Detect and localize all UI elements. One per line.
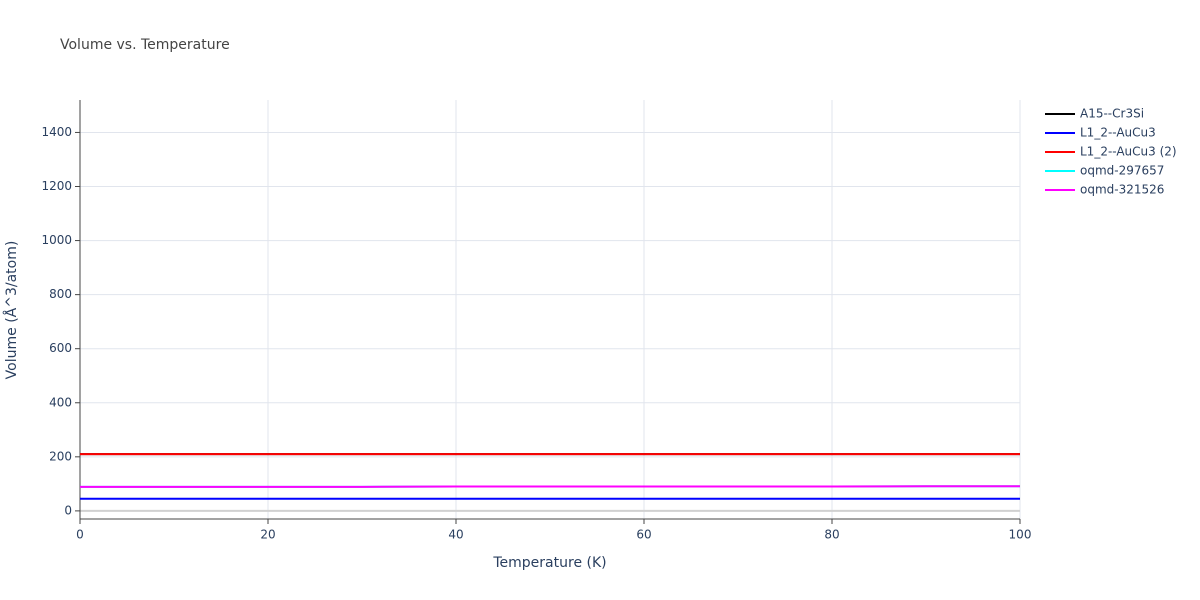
legend-label: L1_2--AuCu3	[1080, 126, 1156, 140]
y-tick-label: 200	[49, 449, 72, 463]
x-tick-label: 20	[260, 528, 275, 542]
legend-label: L1_2--AuCu3 (2)	[1080, 145, 1177, 159]
x-tick-label: 40	[448, 528, 463, 542]
chart-title: Volume vs. Temperature	[60, 37, 230, 53]
x-tick-label: 0	[76, 528, 84, 542]
y-tick-label: 800	[49, 287, 72, 301]
legend-label: oqmd-321526	[1080, 183, 1164, 197]
y-tick-label: 400	[49, 395, 72, 409]
series-line	[80, 485, 1020, 488]
y-tick-label: 1400	[41, 125, 72, 139]
y-tick-label: 600	[49, 341, 72, 355]
x-tick-label: 80	[824, 528, 839, 542]
y-tick-label: 0	[64, 503, 72, 517]
legend-label: oqmd-297657	[1080, 164, 1164, 178]
y-axis-title: Volume (Å^3/atom)	[3, 241, 20, 380]
y-tick-label: 1000	[41, 233, 72, 247]
x-tick-label: 100	[1009, 528, 1032, 542]
x-tick-label: 60	[636, 528, 651, 542]
legend-label: A15--Cr3Si	[1080, 107, 1144, 121]
x-axis-title: Temperature (K)	[492, 555, 606, 571]
y-tick-label: 1200	[41, 179, 72, 193]
